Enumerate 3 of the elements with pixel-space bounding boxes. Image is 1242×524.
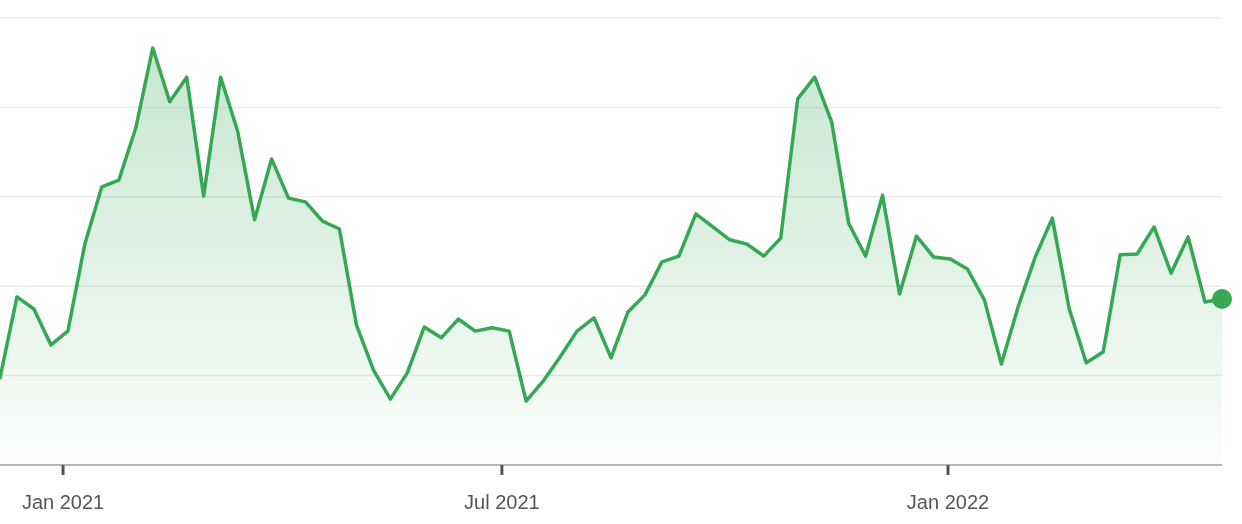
x-tick-label: Jan 2021: [21, 491, 105, 513]
x-tick-label: Jan 2022: [906, 491, 990, 513]
x-tick-label: Jul 2021: [464, 491, 540, 513]
